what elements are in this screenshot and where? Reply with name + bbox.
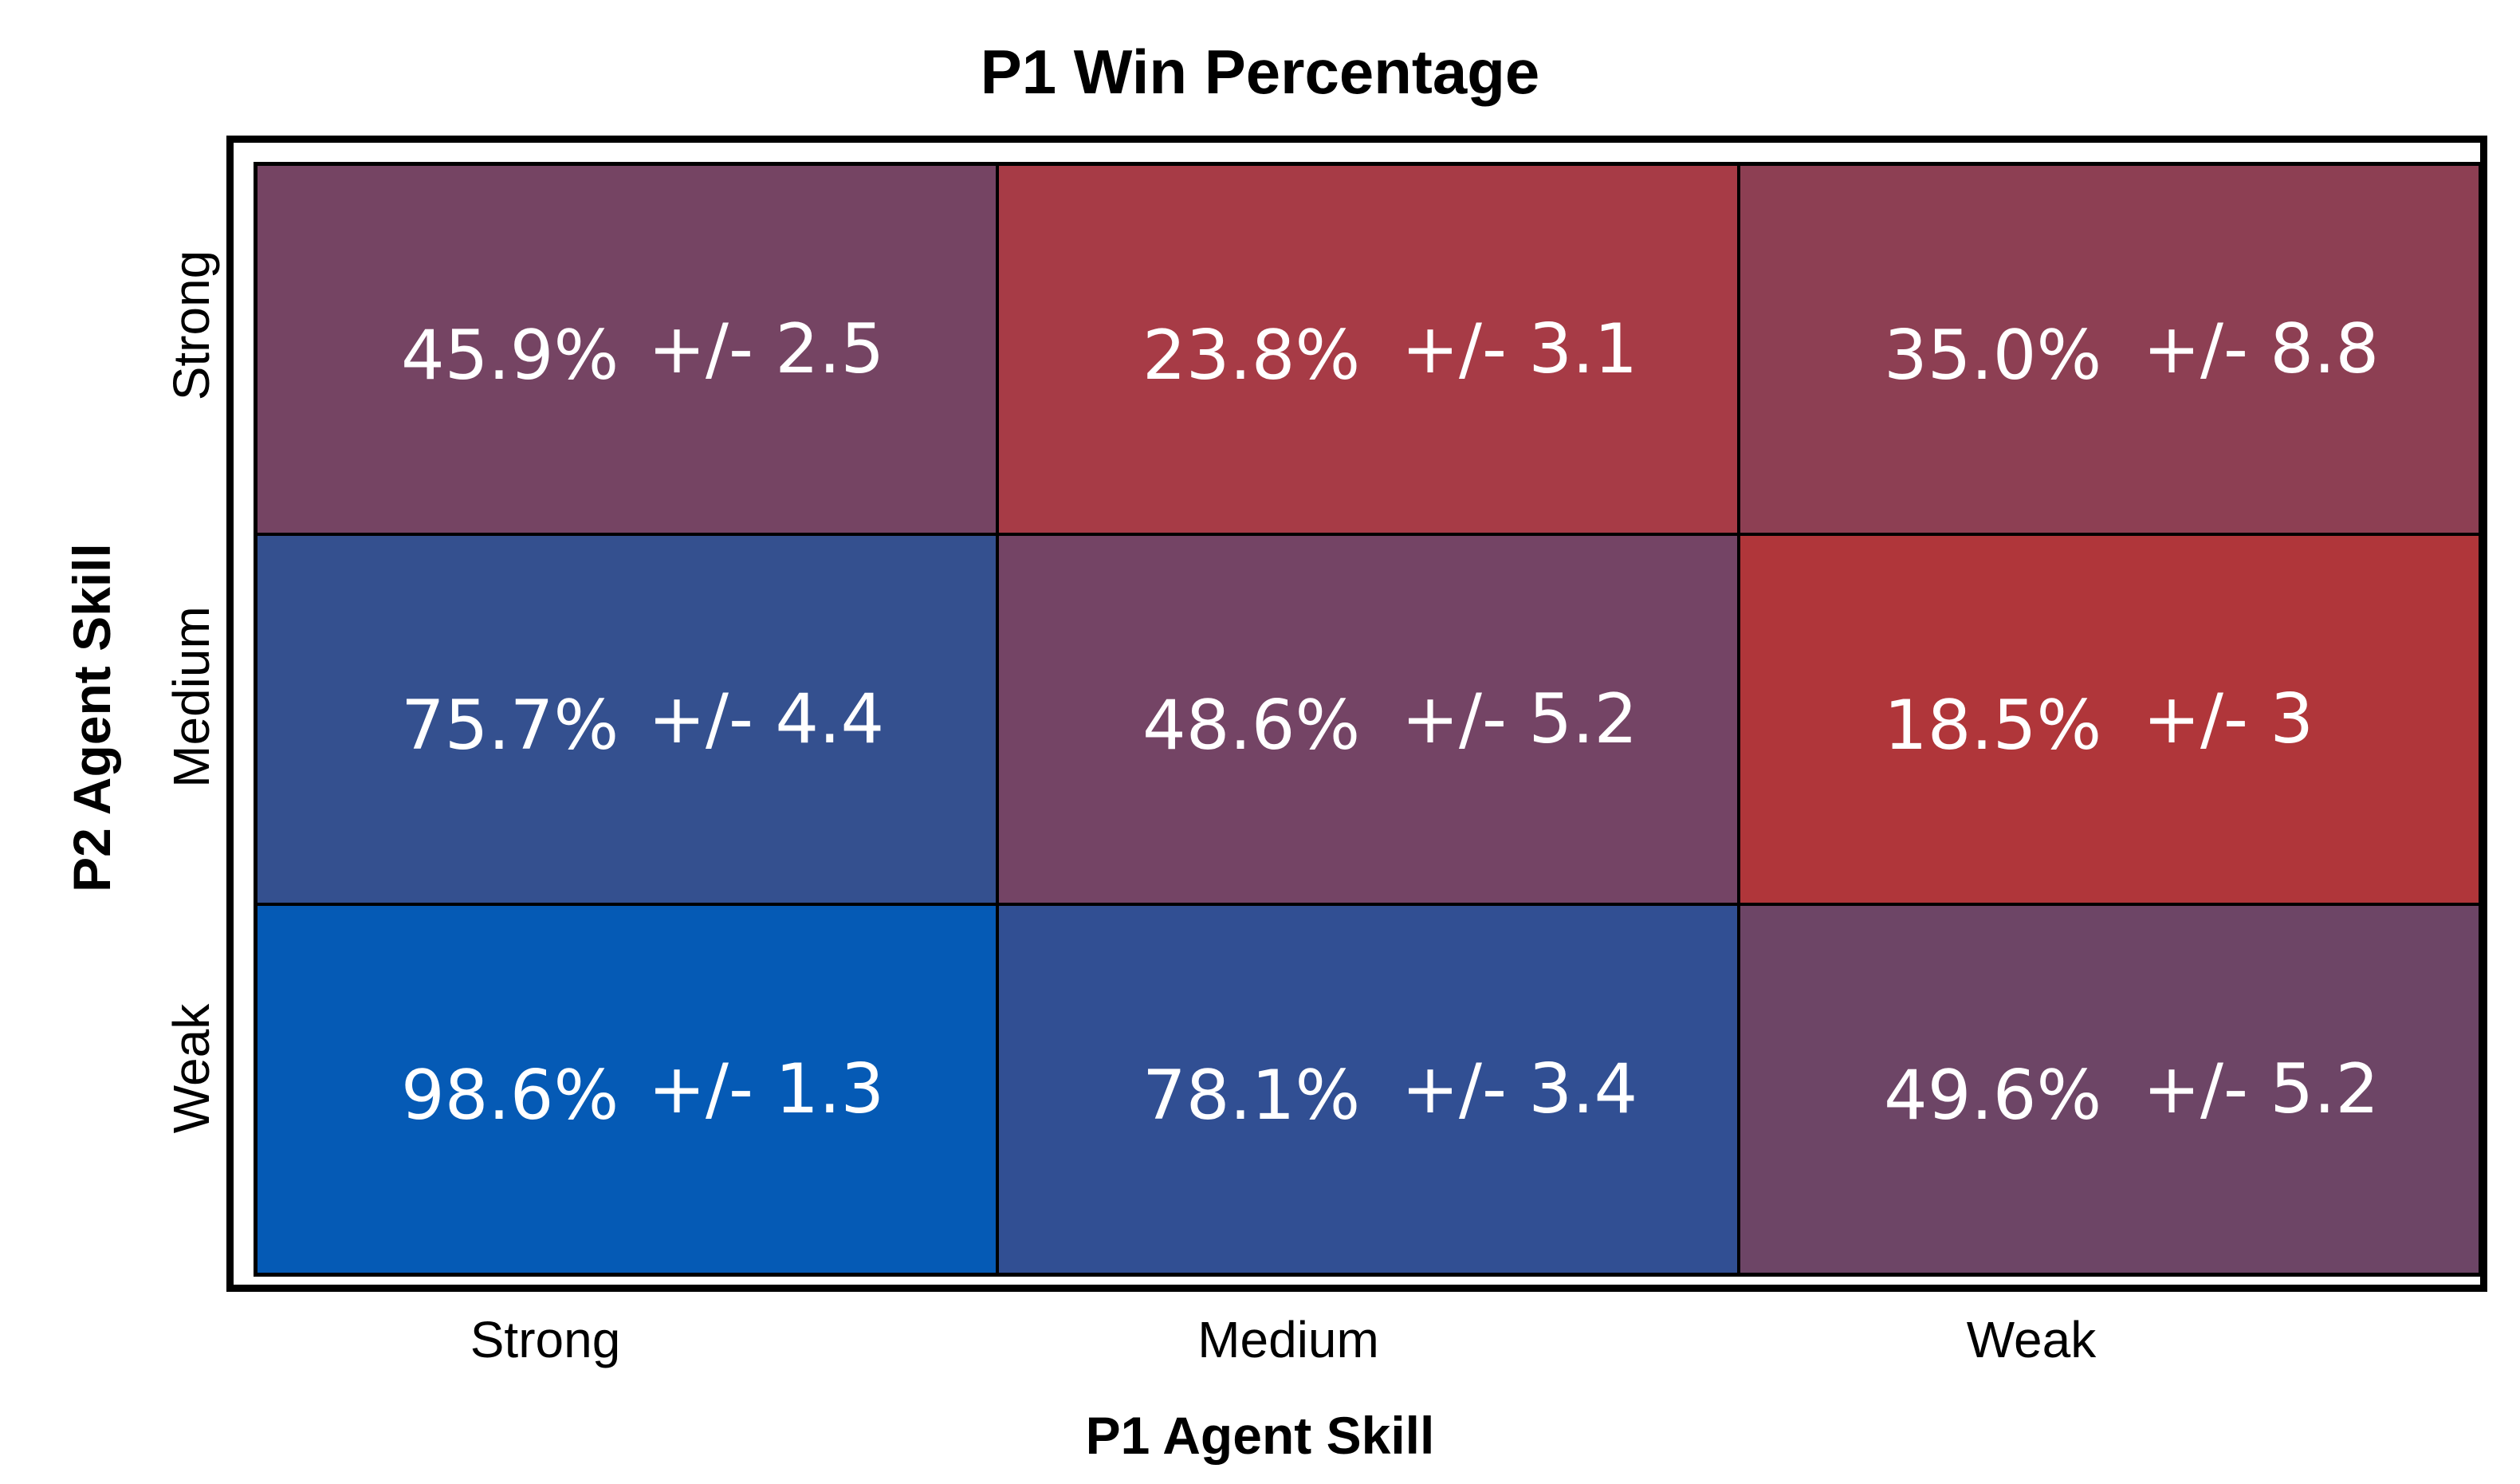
cell-value-label: 45.9% (401, 316, 619, 396)
heatmap-cell: 35.0% +/- 8.8 (1739, 164, 2480, 534)
cell-error-label: +/- 1.3 (648, 1049, 885, 1129)
chart-title: P1 Win Percentage (980, 37, 1540, 107)
cell-error-label: +/- 3.4 (1402, 1049, 1638, 1129)
cell-value-label: 23.8% (1142, 316, 1361, 396)
x-tick-label: Strong (470, 1311, 621, 1368)
cell-error-label: +/- 4.4 (648, 679, 885, 759)
heatmap-cell: 78.1% +/- 3.4 (997, 904, 1739, 1274)
heatmap-cell: 48.6% +/- 5.2 (997, 534, 1739, 904)
cell-error-label: +/- 3 (2143, 679, 2314, 759)
x-tick-label: Weak (1966, 1311, 2097, 1368)
x-tick-label: Medium (1197, 1311, 1379, 1368)
x-axis-label: P1 Agent Skill (1085, 1406, 1435, 1465)
heatmap-grid: 45.9% +/- 2.5 23.8% +/- 3.1 35.0% +/- 8.8 75.7… (254, 162, 2483, 1277)
cell-error-label: +/- 5.2 (1402, 679, 1638, 759)
heatmap-cell: 18.5% +/- 3 (1739, 534, 2480, 904)
heatmap-cell: 75.7% +/- 4.4 (256, 534, 997, 904)
cell-error-label: +/- 2.5 (648, 309, 885, 389)
cell-value-label: 78.1% (1142, 1056, 1361, 1136)
heatmap-cell: 49.6% +/- 5.2 (1739, 904, 2480, 1274)
cell-value-label: 75.7% (401, 686, 619, 766)
cell-value-label: 18.5% (1884, 686, 2102, 766)
cell-value-label: 49.6% (1884, 1056, 2102, 1136)
cell-value-label: 48.6% (1142, 686, 1361, 766)
cell-value-label: 35.0% (1884, 316, 2102, 396)
cell-error-label: +/- 3.1 (1402, 309, 1638, 389)
cell-error-label: +/- 5.2 (2143, 1049, 2380, 1129)
heatmap-cell: 98.6% +/- 1.3 (256, 904, 997, 1274)
cell-value-label: 98.6% (401, 1056, 619, 1136)
heatmap-cell: 23.8% +/- 3.1 (997, 164, 1739, 534)
cell-error-label: +/- 8.8 (2143, 309, 2380, 389)
heatmap-cell: 45.9% +/- 2.5 (256, 164, 997, 534)
